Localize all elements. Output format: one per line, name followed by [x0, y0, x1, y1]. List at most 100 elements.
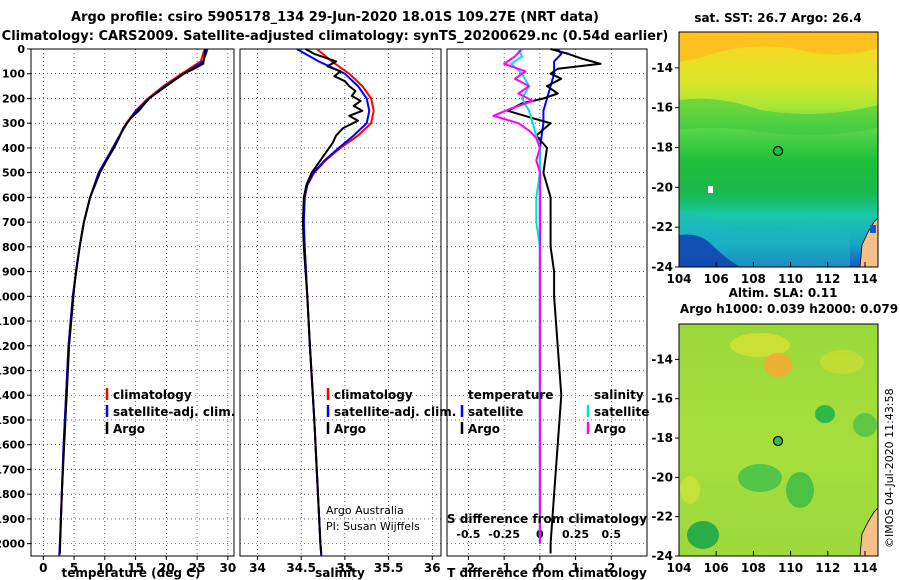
data-lines: [58, 48, 602, 557]
x-tick-label: 35.5: [374, 561, 404, 575]
sla-map: [678, 323, 879, 557]
s-tick-label: -0.25: [488, 528, 520, 541]
x-tick-label: -2: [462, 561, 475, 575]
map-lat-label: -16: [651, 101, 673, 115]
x-tick-label: 15: [127, 561, 144, 575]
depth-tick-label: 500: [2, 167, 25, 180]
map-lon-label: 104: [666, 272, 691, 286]
x-tick-label: 36: [424, 561, 441, 575]
s-tick-label: 0.5: [602, 528, 622, 541]
map-lat-label: -14: [651, 61, 673, 75]
depth-tick-label: 2000: [0, 538, 25, 551]
legend-sat-label: satellite-adj. clim.: [334, 405, 456, 419]
depth-tick-label: 800: [2, 241, 25, 254]
legend-t-argo-label: Argo: [468, 422, 500, 436]
depth-tick-label: 400: [2, 142, 25, 155]
map-lat-label: -22: [651, 510, 673, 524]
sla-low-patch: [786, 472, 814, 508]
x-tick-label: 1: [571, 561, 579, 575]
x-tick-label: 20: [158, 561, 175, 575]
sla-patch: [680, 476, 700, 504]
map-lon-label: 106: [704, 561, 729, 575]
sst-band: [679, 98, 878, 136]
map-lon-label: 104: [666, 561, 691, 575]
map-lon-label: 110: [778, 561, 803, 575]
header-title-line2: Climatology: CARS2009. Satellite-adjuste…: [2, 29, 669, 44]
series-salinity-argo: [492, 48, 541, 544]
legend-clim-label: climatology: [113, 388, 192, 402]
depth-tick-label: 1300: [0, 365, 25, 378]
salinity-legend: climatology satellite-adj. clim. Argo Ar…: [326, 388, 456, 533]
x-axis-ticks: 0 5 10 15 20 25 30 34 34.5 35 35.5 36 -2 -1 0 1 2 -0.5 -0.…: [39, 528, 621, 575]
salinity-xlabel: salinity: [315, 566, 365, 580]
series-climatology: [302, 48, 375, 557]
map-lat-label: -20: [651, 180, 673, 194]
legend-s-heading: salinity: [594, 388, 644, 402]
map-lon-label: 112: [815, 561, 840, 575]
legend-t-heading: temperature: [468, 388, 553, 402]
sla-title-line2: Argo h1000: 0.039 h2000: 0.079: [680, 302, 898, 316]
sst-map: [678, 31, 879, 268]
difference-xlabel: T difference from climatology: [447, 566, 647, 580]
legend-sat-label: satellite-adj. clim.: [113, 405, 235, 419]
s-tick-label: -0.5: [456, 528, 480, 541]
sst-map-frame: [678, 31, 879, 268]
x-tick-label: 30: [219, 561, 236, 575]
temperature-legend: climatology satellite-adj. clim. Argo: [105, 388, 235, 436]
timestamp: ©IMOS 04-Jul-2020 11:43:58: [883, 388, 896, 548]
sla-high-patch: [730, 333, 790, 357]
series-satellite-adj-clim-: [58, 48, 209, 557]
credit-line1: Argo Australia: [326, 504, 404, 517]
depth-tick-label: 1800: [0, 488, 25, 501]
map-lat-label: -24: [651, 549, 673, 563]
map-lat-label: -16: [651, 392, 673, 406]
map-lon-label: 108: [741, 561, 766, 575]
legend-s-sat-label: satellite: [594, 405, 649, 419]
series-argo: [301, 48, 364, 554]
map-lat-label: -18: [651, 431, 673, 445]
difference-legend: temperature salinity satellite Argo sate…: [447, 388, 649, 526]
sla-high-core: [764, 353, 792, 377]
argo-position-marker: [772, 145, 784, 157]
sla-patch: [820, 350, 864, 374]
sst-warm-patch: [679, 32, 878, 62]
map-lat-label: -22: [651, 220, 673, 234]
x-tick-label: -1: [497, 561, 510, 575]
depth-tick-label: 100: [2, 68, 25, 81]
argo-position-marker: [772, 435, 784, 447]
map-lon-label: 106: [704, 272, 729, 286]
sla-low-patch: [738, 464, 782, 492]
temperature-panel-frame: [30, 48, 235, 557]
sla-title-line1: Altim. SLA: 0.11: [729, 286, 838, 300]
depth-tick-label: 900: [2, 266, 25, 279]
sla-low-patch: [853, 413, 877, 437]
map-lat-label: -24: [651, 260, 673, 274]
sst-cold-corner: [679, 234, 740, 267]
map-lat-label: -14: [651, 352, 673, 366]
map-lat-label: -18: [651, 141, 673, 155]
legend-argo-label: Argo: [334, 422, 366, 436]
x-tick-label: 0: [39, 561, 47, 575]
sst-cool-patch: [679, 213, 850, 267]
sst-map-title: sat. SST: 26.7 Argo: 26.4: [694, 11, 861, 25]
x-tick-label: 34.5: [286, 561, 316, 575]
map-lon-label: 114: [852, 272, 877, 286]
legend-clim-label: climatology: [334, 388, 413, 402]
depth-tick-label: 1500: [0, 414, 25, 427]
legend-argo-label: Argo: [113, 422, 145, 436]
x-tick-label: 35: [337, 561, 354, 575]
depth-tick-label: 1600: [0, 439, 25, 452]
depth-tick-label: 1900: [0, 513, 25, 526]
x-tick-label: 25: [189, 561, 206, 575]
depth-tick-label: 1700: [0, 463, 25, 476]
x-tick-label: 5: [70, 561, 78, 575]
s-difference-title: S difference from climatology: [447, 512, 647, 526]
map-lon-label: 110: [778, 272, 803, 286]
depth-tick-label: 1200: [0, 340, 25, 353]
series-climatology: [58, 48, 206, 557]
header-title-line1: Argo profile: csiro 5905178_134 29-Jun-2…: [71, 10, 599, 25]
map-lon-label: 108: [741, 272, 766, 286]
x-tick-label: 2: [607, 561, 615, 575]
temperature-xlabel: temperature (deg C): [62, 566, 201, 580]
